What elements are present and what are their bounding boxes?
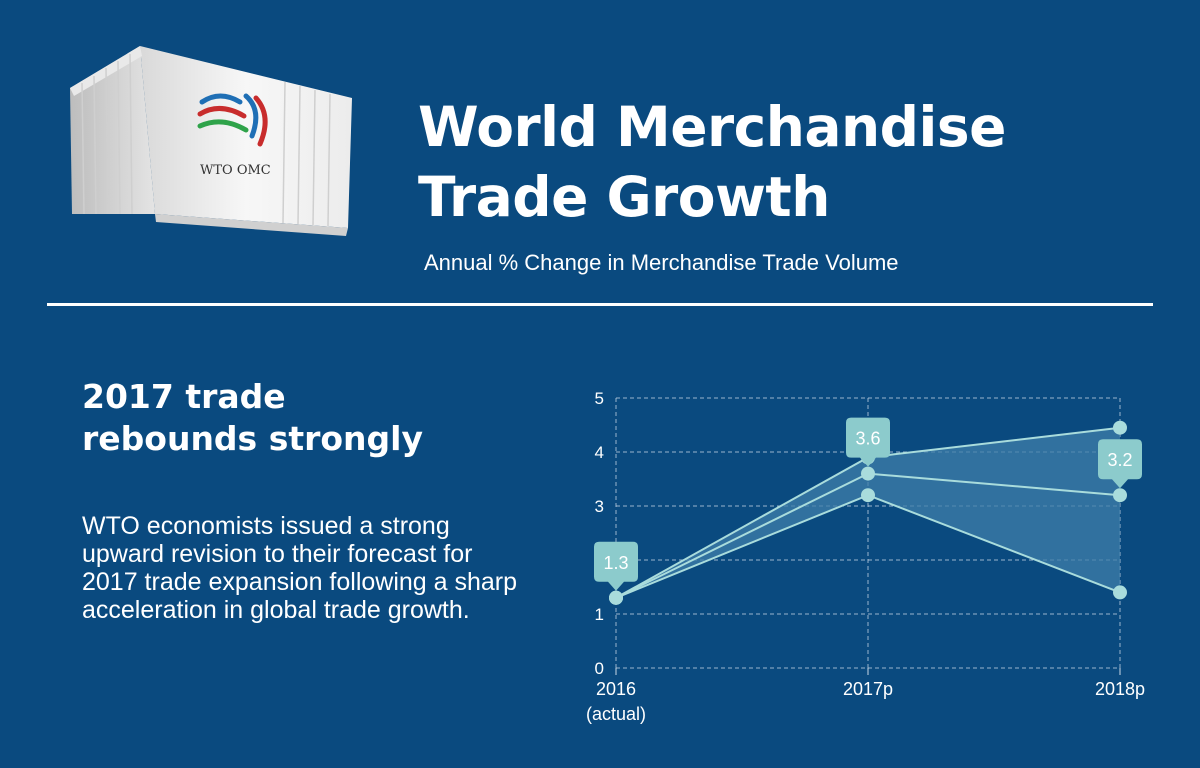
data-label-1: 3.6 <box>855 429 880 449</box>
header-divider <box>47 303 1153 306</box>
data-label-2: 3.2 <box>1107 450 1132 470</box>
forecast-range-band <box>616 427 1120 598</box>
y-tick-label-1: 1 <box>595 605 604 624</box>
headline-line-2: rebounds strongly <box>82 419 423 458</box>
x-tick-sublabel-0: (actual) <box>586 704 646 724</box>
data-label-callout-1 <box>846 417 890 467</box>
page-title: World Merchandise Trade Growth <box>418 92 1006 232</box>
data-label-0: 1.3 <box>603 553 628 573</box>
wto-shipping-container-image: WTO OMC <box>60 36 360 246</box>
data-label-callout-0 <box>594 541 638 591</box>
y-tick-label-4: 4 <box>595 443 604 462</box>
headline-line-1: 2017 trade <box>82 377 286 416</box>
title-line-1: World Merchandise <box>418 95 1006 159</box>
article-body: WTO economists issued a strong upward re… <box>82 512 518 624</box>
wto-logo-text: WTO OMC <box>200 163 271 178</box>
y-tick-label-5: 5 <box>595 389 604 408</box>
data-point-0-2 <box>1113 420 1127 435</box>
data-point-2-2 <box>1113 585 1127 600</box>
data-point-1-1 <box>861 466 875 481</box>
data-point-2-1 <box>861 488 875 503</box>
page-subtitle: Annual % Change in Merchandise Trade Vol… <box>424 250 899 275</box>
y-tick-label-3: 3 <box>595 497 604 516</box>
title-line-2: Trade Growth <box>418 165 830 229</box>
x-tick-label-1: 2017p <box>843 679 893 699</box>
article-headline: 2017 trade rebounds strongly <box>82 376 423 460</box>
data-point-1-2 <box>1113 488 1127 503</box>
x-tick-label-0: 2016 <box>596 679 636 699</box>
y-tick-label-0: 0 <box>595 659 604 678</box>
data-point-2-0 <box>609 590 623 605</box>
data-label-callout-2 <box>1098 439 1142 489</box>
x-tick-label-2: 2018p <box>1095 679 1145 699</box>
